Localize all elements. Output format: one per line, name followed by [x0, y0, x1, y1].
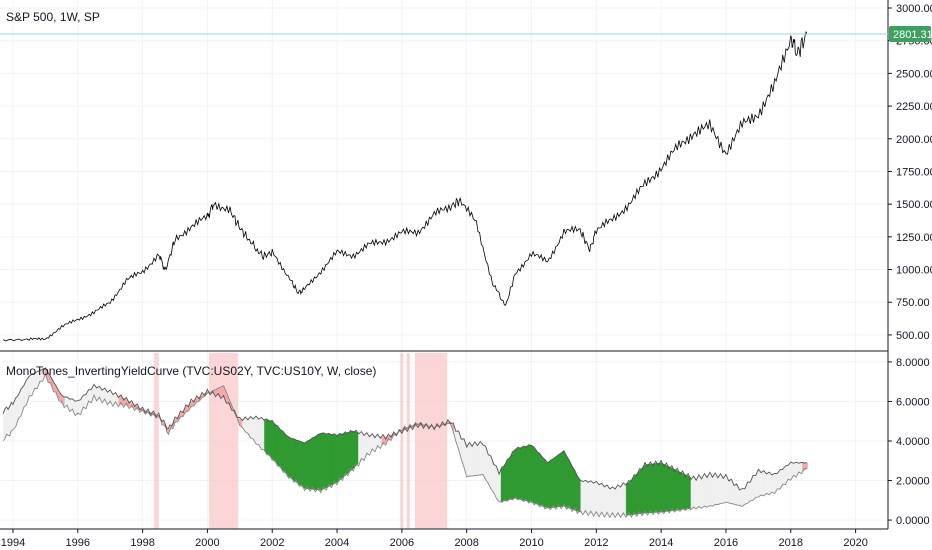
price-axis-label: 1000.00: [896, 265, 932, 277]
current-price-badge: 2801.31: [889, 25, 932, 42]
indicator-axis-label: 6.0000: [896, 396, 930, 408]
time-axis-label: 1998: [130, 537, 154, 549]
inversion-band: [406, 353, 410, 529]
time-axis-label: 2004: [325, 537, 349, 549]
price-pane-bg: [0, 0, 888, 350]
time-axis-label: 2018: [779, 537, 803, 549]
price-axis-label: 1750.00: [896, 166, 932, 178]
time-axis-label: 2000: [195, 537, 219, 549]
indicator-axis-label: 8.0000: [896, 357, 930, 369]
time-axis-label: 2008: [454, 537, 478, 549]
series-lines: [2, 367, 808, 519]
inversion-band: [209, 353, 239, 529]
time-axis-label: 2010: [519, 537, 543, 549]
time-axis-label: 2012: [584, 537, 608, 549]
time-axis-label: 2002: [260, 537, 284, 549]
price-axis-label: 1500.00: [896, 199, 932, 211]
price-axis-label: 2000.00: [896, 134, 932, 146]
sp500-price-line: [3, 30, 808, 342]
indicator-title[interactable]: MonoTones_InvertingYieldCurve (TVC:US02Y…: [6, 364, 376, 378]
inversion-band: [400, 353, 404, 529]
price-chart-title[interactable]: S&P 500, 1W, SP: [6, 10, 100, 24]
inversion-band: [414, 353, 448, 529]
time-axis-label: 1996: [66, 537, 90, 549]
indicator-axis-label: 0.0000: [896, 515, 930, 527]
time-axis-label: 1994: [1, 537, 25, 549]
current-price-badge-bg: [889, 25, 931, 42]
price-axis-label: 2500.00: [896, 68, 932, 80]
spread-fill-segment: [806, 462, 808, 469]
price-axis-label: 3000.00: [896, 3, 932, 15]
time-axis-label: 2014: [649, 537, 673, 549]
time-axis-label: 2016: [714, 537, 738, 549]
yield-10y-line: [2, 367, 808, 491]
price-axis-label: 1250.00: [896, 232, 932, 244]
price-axis[interactable]: 3000.002750.002500.002250.002000.001750.…: [888, 3, 932, 342]
price-axis-label: 500.00: [896, 330, 930, 342]
price-series: [3, 30, 808, 342]
time-axis-label: 2020: [843, 537, 867, 549]
inversion-band: [153, 353, 159, 529]
time-axis[interactable]: 1994 1996 1998 2000 2002 2004 2006 2008 2010 2012…: [1, 529, 868, 549]
price-axis-label: 750.00: [896, 297, 930, 309]
indicator-axis[interactable]: 8.0000 6.0000 4.0000 2.0000 0.0000: [888, 357, 930, 527]
current-price-label: 2801.31: [893, 29, 932, 41]
time-axis-label: 2006: [390, 537, 414, 549]
indicator-axis-label: 2.0000: [896, 476, 930, 488]
price-axis-label: 2250.00: [896, 101, 932, 113]
indicator-axis-label: 4.0000: [896, 436, 930, 448]
yield-2y-line: [2, 372, 808, 519]
inversion-bands: [153, 353, 448, 529]
